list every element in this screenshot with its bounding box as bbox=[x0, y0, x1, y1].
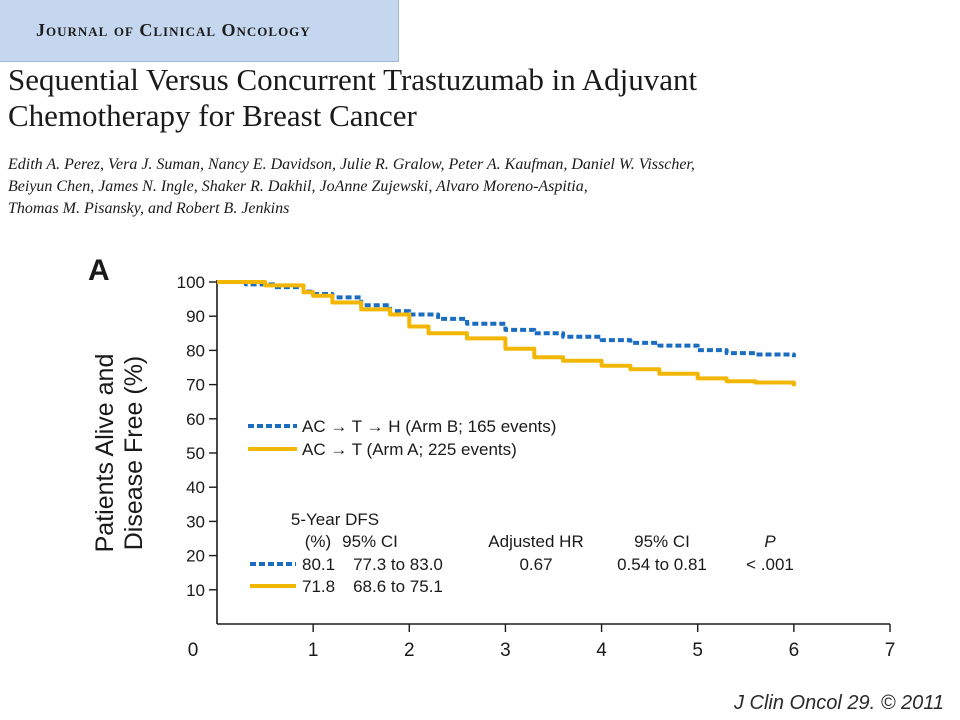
x-tick-label: 5 bbox=[692, 640, 703, 661]
legend-label: AC → T (Arm A; 225 events) bbox=[302, 440, 517, 459]
stats-cell: 0.67 bbox=[519, 555, 552, 574]
stats-header: P bbox=[764, 532, 776, 551]
x-tick-label: 3 bbox=[500, 640, 511, 661]
stats-cell: 80.1 bbox=[302, 555, 335, 574]
journal-name: Journal of Clinical Oncology bbox=[36, 20, 311, 40]
x-tick-label: 0 bbox=[188, 640, 199, 661]
y-axis-title-line-2: Disease Free (%) bbox=[120, 356, 148, 551]
y-tick-label: 90 bbox=[186, 307, 205, 326]
author-line: Edith A. Perez, Vera J. Suman, Nancy E. … bbox=[8, 156, 695, 173]
y-tick-label: 50 bbox=[186, 444, 205, 463]
stats-cell: 77.3 to 83.0 bbox=[353, 555, 443, 574]
x-tick-label: 2 bbox=[404, 640, 415, 661]
y-tick-label: 40 bbox=[186, 478, 205, 497]
author-line: Beiyun Chen, James N. Ingle, Shaker R. D… bbox=[8, 178, 588, 195]
stats-header: (%) bbox=[305, 532, 331, 551]
paper-title-line: Chemotherapy for Breast Cancer bbox=[8, 98, 417, 133]
x-tick-label: 6 bbox=[789, 640, 800, 661]
legend-label: AC → T → H (Arm B; 165 events) bbox=[302, 417, 556, 436]
y-tick-label: 10 bbox=[186, 581, 205, 600]
y-tick-label: 30 bbox=[186, 512, 205, 531]
citation: J Clin Oncol 29. © 2011 bbox=[733, 692, 944, 714]
x-tick-label: 7 bbox=[885, 640, 896, 661]
y-tick-label: 60 bbox=[186, 410, 205, 429]
stats-header-top: 5-Year DFS bbox=[291, 510, 379, 529]
x-tick-label: 1 bbox=[308, 640, 319, 661]
stats-cell: 0.54 to 0.81 bbox=[617, 555, 707, 574]
x-tick-label: 4 bbox=[596, 640, 607, 661]
paper-title-line: Sequential Versus Concurrent Trastuzumab… bbox=[8, 62, 698, 97]
author-line: Thomas M. Pisansky, and Robert B. Jenkin… bbox=[8, 200, 290, 217]
curve-arm-a bbox=[217, 280, 796, 387]
panel-label: A bbox=[88, 254, 110, 287]
stats-header: Adjusted HR bbox=[488, 532, 583, 551]
stats-header: 95% CI bbox=[342, 532, 398, 551]
y-tick-label: 20 bbox=[186, 547, 205, 566]
journal-banner: Journal of Clinical Oncology bbox=[0, 0, 399, 62]
y-tick-label: 70 bbox=[186, 376, 205, 395]
stats-header: 95% CI bbox=[634, 532, 690, 551]
paper-title: Sequential Versus Concurrent Trastuzumab… bbox=[8, 62, 908, 134]
y-tick-label: 100 bbox=[177, 273, 205, 292]
stats-cell: 71.8 bbox=[302, 577, 335, 596]
y-axis-title-line-1: Patients Alive and bbox=[91, 354, 119, 553]
stats-cell: < .001 bbox=[746, 555, 794, 574]
author-list: Edith A. Perez, Vera J. Suman, Nancy E. … bbox=[8, 154, 908, 220]
y-tick-label: 80 bbox=[186, 341, 205, 360]
stats-cell: 68.6 to 75.1 bbox=[353, 577, 443, 596]
